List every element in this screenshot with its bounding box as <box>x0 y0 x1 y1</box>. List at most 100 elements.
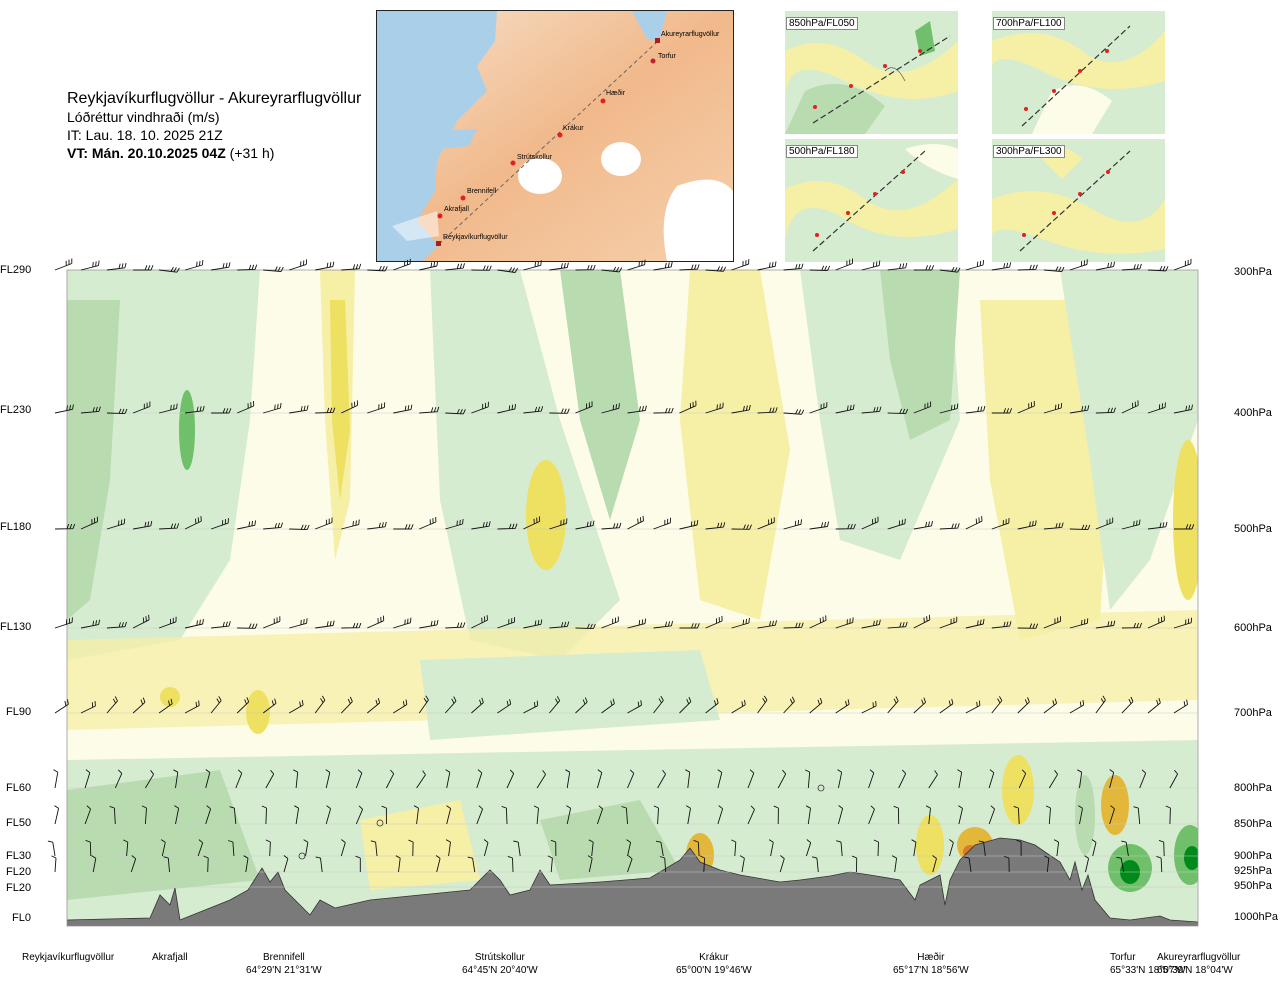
field-low-down-1 <box>360 800 480 890</box>
wind-barb <box>911 839 917 857</box>
wind-barb <box>809 615 827 629</box>
wind-barb <box>868 805 875 825</box>
wind-barb <box>913 614 931 629</box>
point-reykjavikurflugvollur <box>436 241 441 246</box>
thumb-700[interactable]: 700hPa/FL100 <box>992 11 1165 134</box>
title-block: Reykjavíkurflugvöllur - Akureyrarflugvöl… <box>67 90 361 162</box>
wind-barb <box>471 265 492 271</box>
wind-barb <box>445 622 466 629</box>
wind-barb <box>988 805 996 825</box>
wind-barb <box>471 521 491 530</box>
wind-barb <box>575 697 588 714</box>
field-up-far-east <box>1060 270 1198 610</box>
loc-akrafjall: Akrafjall <box>152 951 188 964</box>
wind-barb <box>355 805 364 825</box>
wind-barb <box>653 517 671 530</box>
map-label-strutskollur: Strútskollur <box>517 154 553 161</box>
loc-name: Akureyrarflugvöllur <box>1157 952 1241 963</box>
p-label-800: 800hPa <box>1234 782 1272 794</box>
wind-barb <box>653 407 674 414</box>
wind-barb <box>236 697 250 714</box>
wind-barb <box>699 855 706 873</box>
wind-barb <box>114 769 123 789</box>
wind-barb <box>1069 524 1091 531</box>
wind-barb <box>1095 517 1114 530</box>
field-down-blob-2 <box>1173 440 1198 600</box>
wind-barb <box>1095 620 1116 629</box>
wind-barb <box>1048 770 1058 789</box>
thumb-850-label: 850hPa/FL050 <box>786 17 858 30</box>
field-low-up-west <box>67 770 260 900</box>
wind-barb <box>261 805 267 825</box>
wind-barb <box>873 839 879 857</box>
loc-coord: 65°39'N 18°04'W <box>1157 965 1233 976</box>
wind-barb <box>1043 402 1063 414</box>
wind-barb <box>805 769 811 789</box>
wind-barb <box>887 408 909 415</box>
wind-barb <box>54 805 60 825</box>
wind-barb <box>991 262 1012 271</box>
wind-barb <box>341 263 362 271</box>
route-title: Reykjavíkurflugvöllur - Akureyrarflugvöl… <box>67 90 362 107</box>
wind-barb <box>1165 805 1171 825</box>
wind-barb <box>229 806 237 825</box>
valid-time-value: VT: Mán. 20.10.2025 04Z <box>67 145 226 161</box>
wind-barb <box>601 616 619 629</box>
wind-barb <box>627 855 633 873</box>
point-akureyrarflugvollur <box>655 38 660 43</box>
wind-barb <box>1147 265 1169 272</box>
wind-barb <box>237 520 257 530</box>
wind-barb <box>1147 521 1168 530</box>
wind-barb <box>367 402 386 414</box>
wind-barb <box>130 855 137 873</box>
thumb-500[interactable]: 500hPa/FL180 <box>785 139 958 262</box>
wind-barb <box>444 696 457 714</box>
wind-barb <box>1017 697 1030 714</box>
wind-barb <box>837 769 843 789</box>
wind-barb <box>53 769 59 789</box>
p-label-900: 900hPa <box>1234 850 1272 862</box>
wind-barb <box>506 769 515 789</box>
wind-barb <box>835 404 855 414</box>
wind-barb <box>861 406 882 414</box>
valid-time: VT: Mán. 20.10.2025 04Z (+31 h) <box>67 144 361 162</box>
loc-name: Strútskollur <box>474 952 525 963</box>
wind-barb <box>783 622 804 629</box>
wind-barb <box>851 855 858 873</box>
map-label-akrafjall: Akrafjall <box>444 206 469 213</box>
wind-barb <box>289 524 310 531</box>
wind-barb <box>54 699 69 714</box>
thumb-850[interactable]: 850hPa/FL050 <box>785 11 958 134</box>
wind-barb <box>370 840 378 857</box>
p-label-400: 400hPa <box>1234 407 1272 419</box>
wind-barb <box>627 700 642 714</box>
calm-marker-3 <box>298 852 306 860</box>
fl-label-30: FL30 <box>6 850 32 862</box>
wind-barb <box>939 403 959 414</box>
wind-barb <box>809 697 823 714</box>
wind-barb <box>1174 524 1195 530</box>
wind-barb <box>601 698 615 714</box>
wind-barb <box>653 695 664 714</box>
wind-barb <box>235 769 243 789</box>
wind-barb <box>497 267 518 273</box>
wind-barb <box>227 840 235 857</box>
wind-barb <box>783 696 795 714</box>
wind-barb <box>575 401 593 414</box>
wind-barb <box>549 621 570 629</box>
wind-barb <box>393 617 412 629</box>
wind-barb <box>679 520 699 530</box>
wind-barb <box>731 699 746 714</box>
field-down-blob-4 <box>160 687 180 707</box>
wind-barb <box>549 262 569 271</box>
point-akrafjall <box>437 213 443 219</box>
wind-barb <box>445 263 465 271</box>
wind-barb <box>385 769 395 789</box>
p-label-850: 850hPa <box>1234 818 1272 830</box>
map-label-brennifell: Brennifell <box>467 188 497 195</box>
thumb-300[interactable]: 300hPa/FL300 <box>992 139 1165 262</box>
parameter-label: Lóðréttur vindhraði (m/s) <box>67 109 220 125</box>
wind-barb <box>655 840 664 857</box>
wind-barb <box>887 696 899 714</box>
wind-barb <box>731 259 750 271</box>
